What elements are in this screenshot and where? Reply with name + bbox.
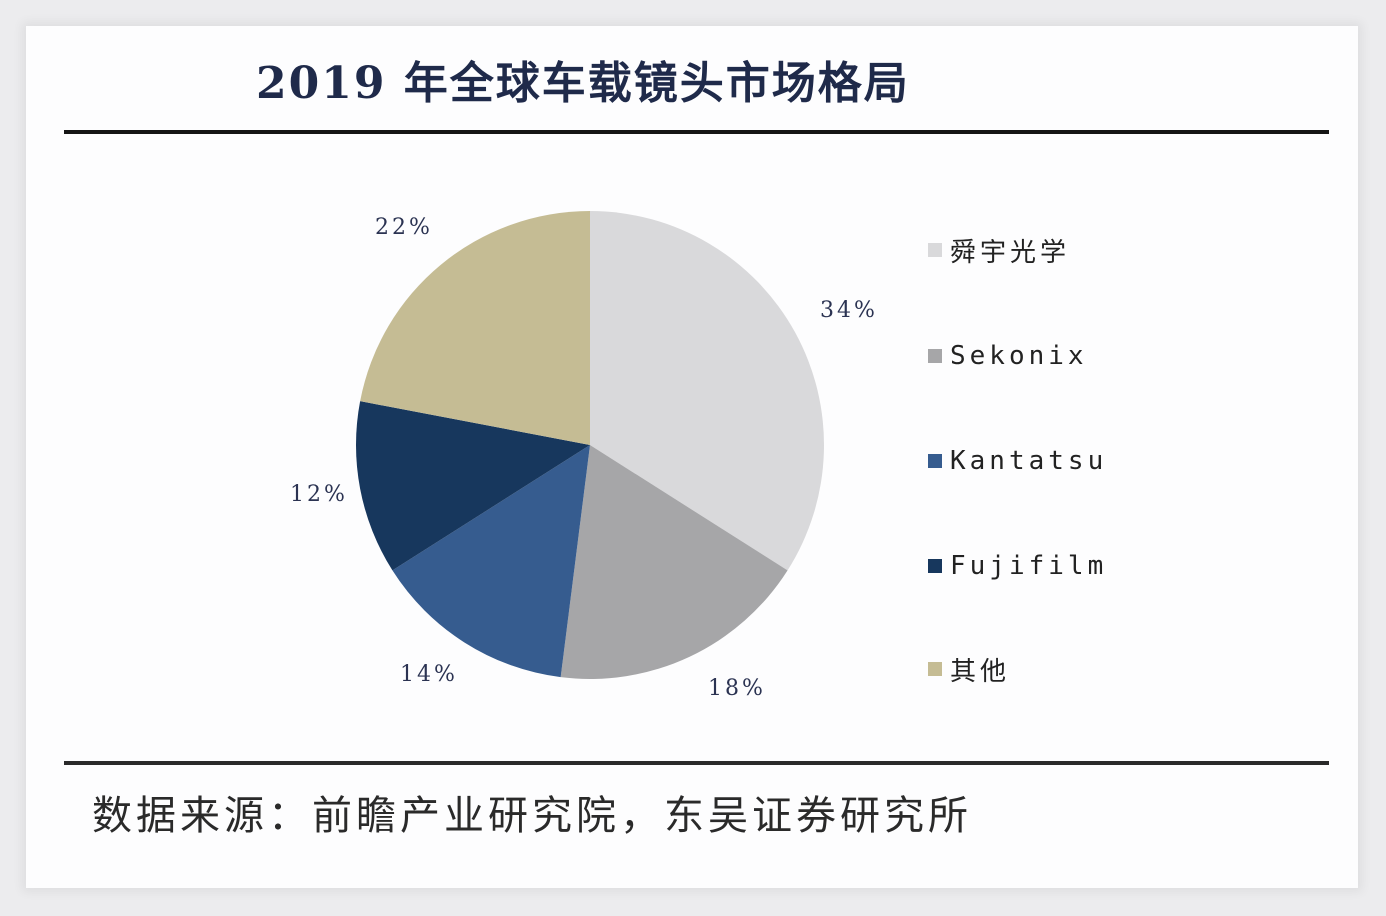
slice-label-kantatsu: 14%: [400, 662, 458, 687]
slice-label-sunny: 34%: [820, 298, 878, 323]
source-divider: [64, 761, 1329, 765]
legend-item-sunny: 舜宇光学: [928, 230, 1070, 270]
legend-label: Sekonix: [950, 341, 1088, 371]
pie-slices: [355, 210, 824, 679]
legend-swatch-icon: [928, 454, 942, 468]
pie-slice-sunny: [590, 211, 824, 571]
legend-label: Kantatsu: [950, 446, 1108, 476]
slice-label-others: 22%: [375, 215, 433, 240]
legend-swatch-icon: [928, 559, 942, 573]
pie-slice-others: [360, 210, 590, 445]
legend-item-others: 其他: [928, 649, 1010, 689]
legend-label: Fujifilm: [950, 551, 1108, 581]
pie-slice-fujifilm: [355, 401, 590, 571]
legend-label: 其他: [950, 656, 1011, 687]
legend-label: 舜宇光学: [950, 237, 1071, 268]
legend-item-fujifilm: Fujifilm: [928, 546, 1107, 586]
title-divider: [64, 130, 1329, 134]
legend-swatch-icon: [928, 662, 942, 676]
legend-item-sekonix: Sekonix: [928, 336, 1088, 376]
pie-slice-sekonix: [560, 445, 788, 679]
legend-swatch-icon: [928, 243, 942, 257]
pie-slice-kantatsu: [392, 445, 590, 678]
legend-swatch-icon: [928, 349, 942, 363]
legend-item-kantatsu: Kantatsu: [928, 441, 1107, 481]
chart-title: 2019 年全球车载镜头市场格局: [256, 58, 910, 109]
slice-label-fujifilm: 12%: [290, 482, 348, 507]
data-source-note: 数据来源：前瞻产业研究院，东吴证券研究所: [92, 793, 972, 839]
slice-label-sekonix: 18%: [708, 676, 766, 701]
